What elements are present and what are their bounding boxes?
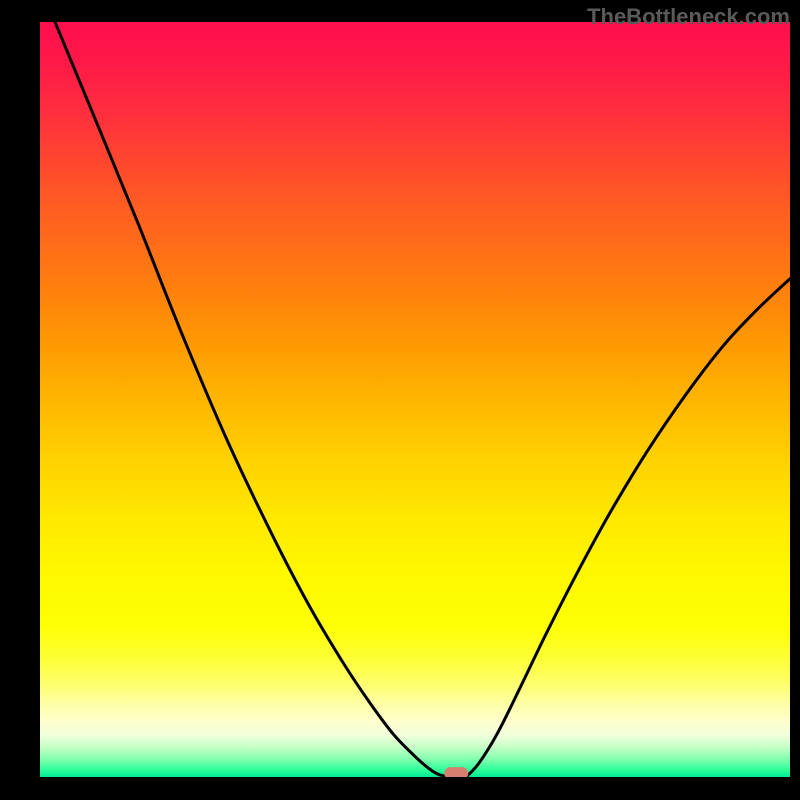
chart-svg bbox=[40, 22, 790, 777]
plot-area bbox=[40, 22, 790, 777]
gradient-background bbox=[40, 22, 790, 777]
optimum-marker bbox=[444, 767, 468, 777]
chart-container: TheBottleneck.com bbox=[0, 0, 800, 800]
watermark-text: TheBottleneck.com bbox=[587, 4, 790, 30]
